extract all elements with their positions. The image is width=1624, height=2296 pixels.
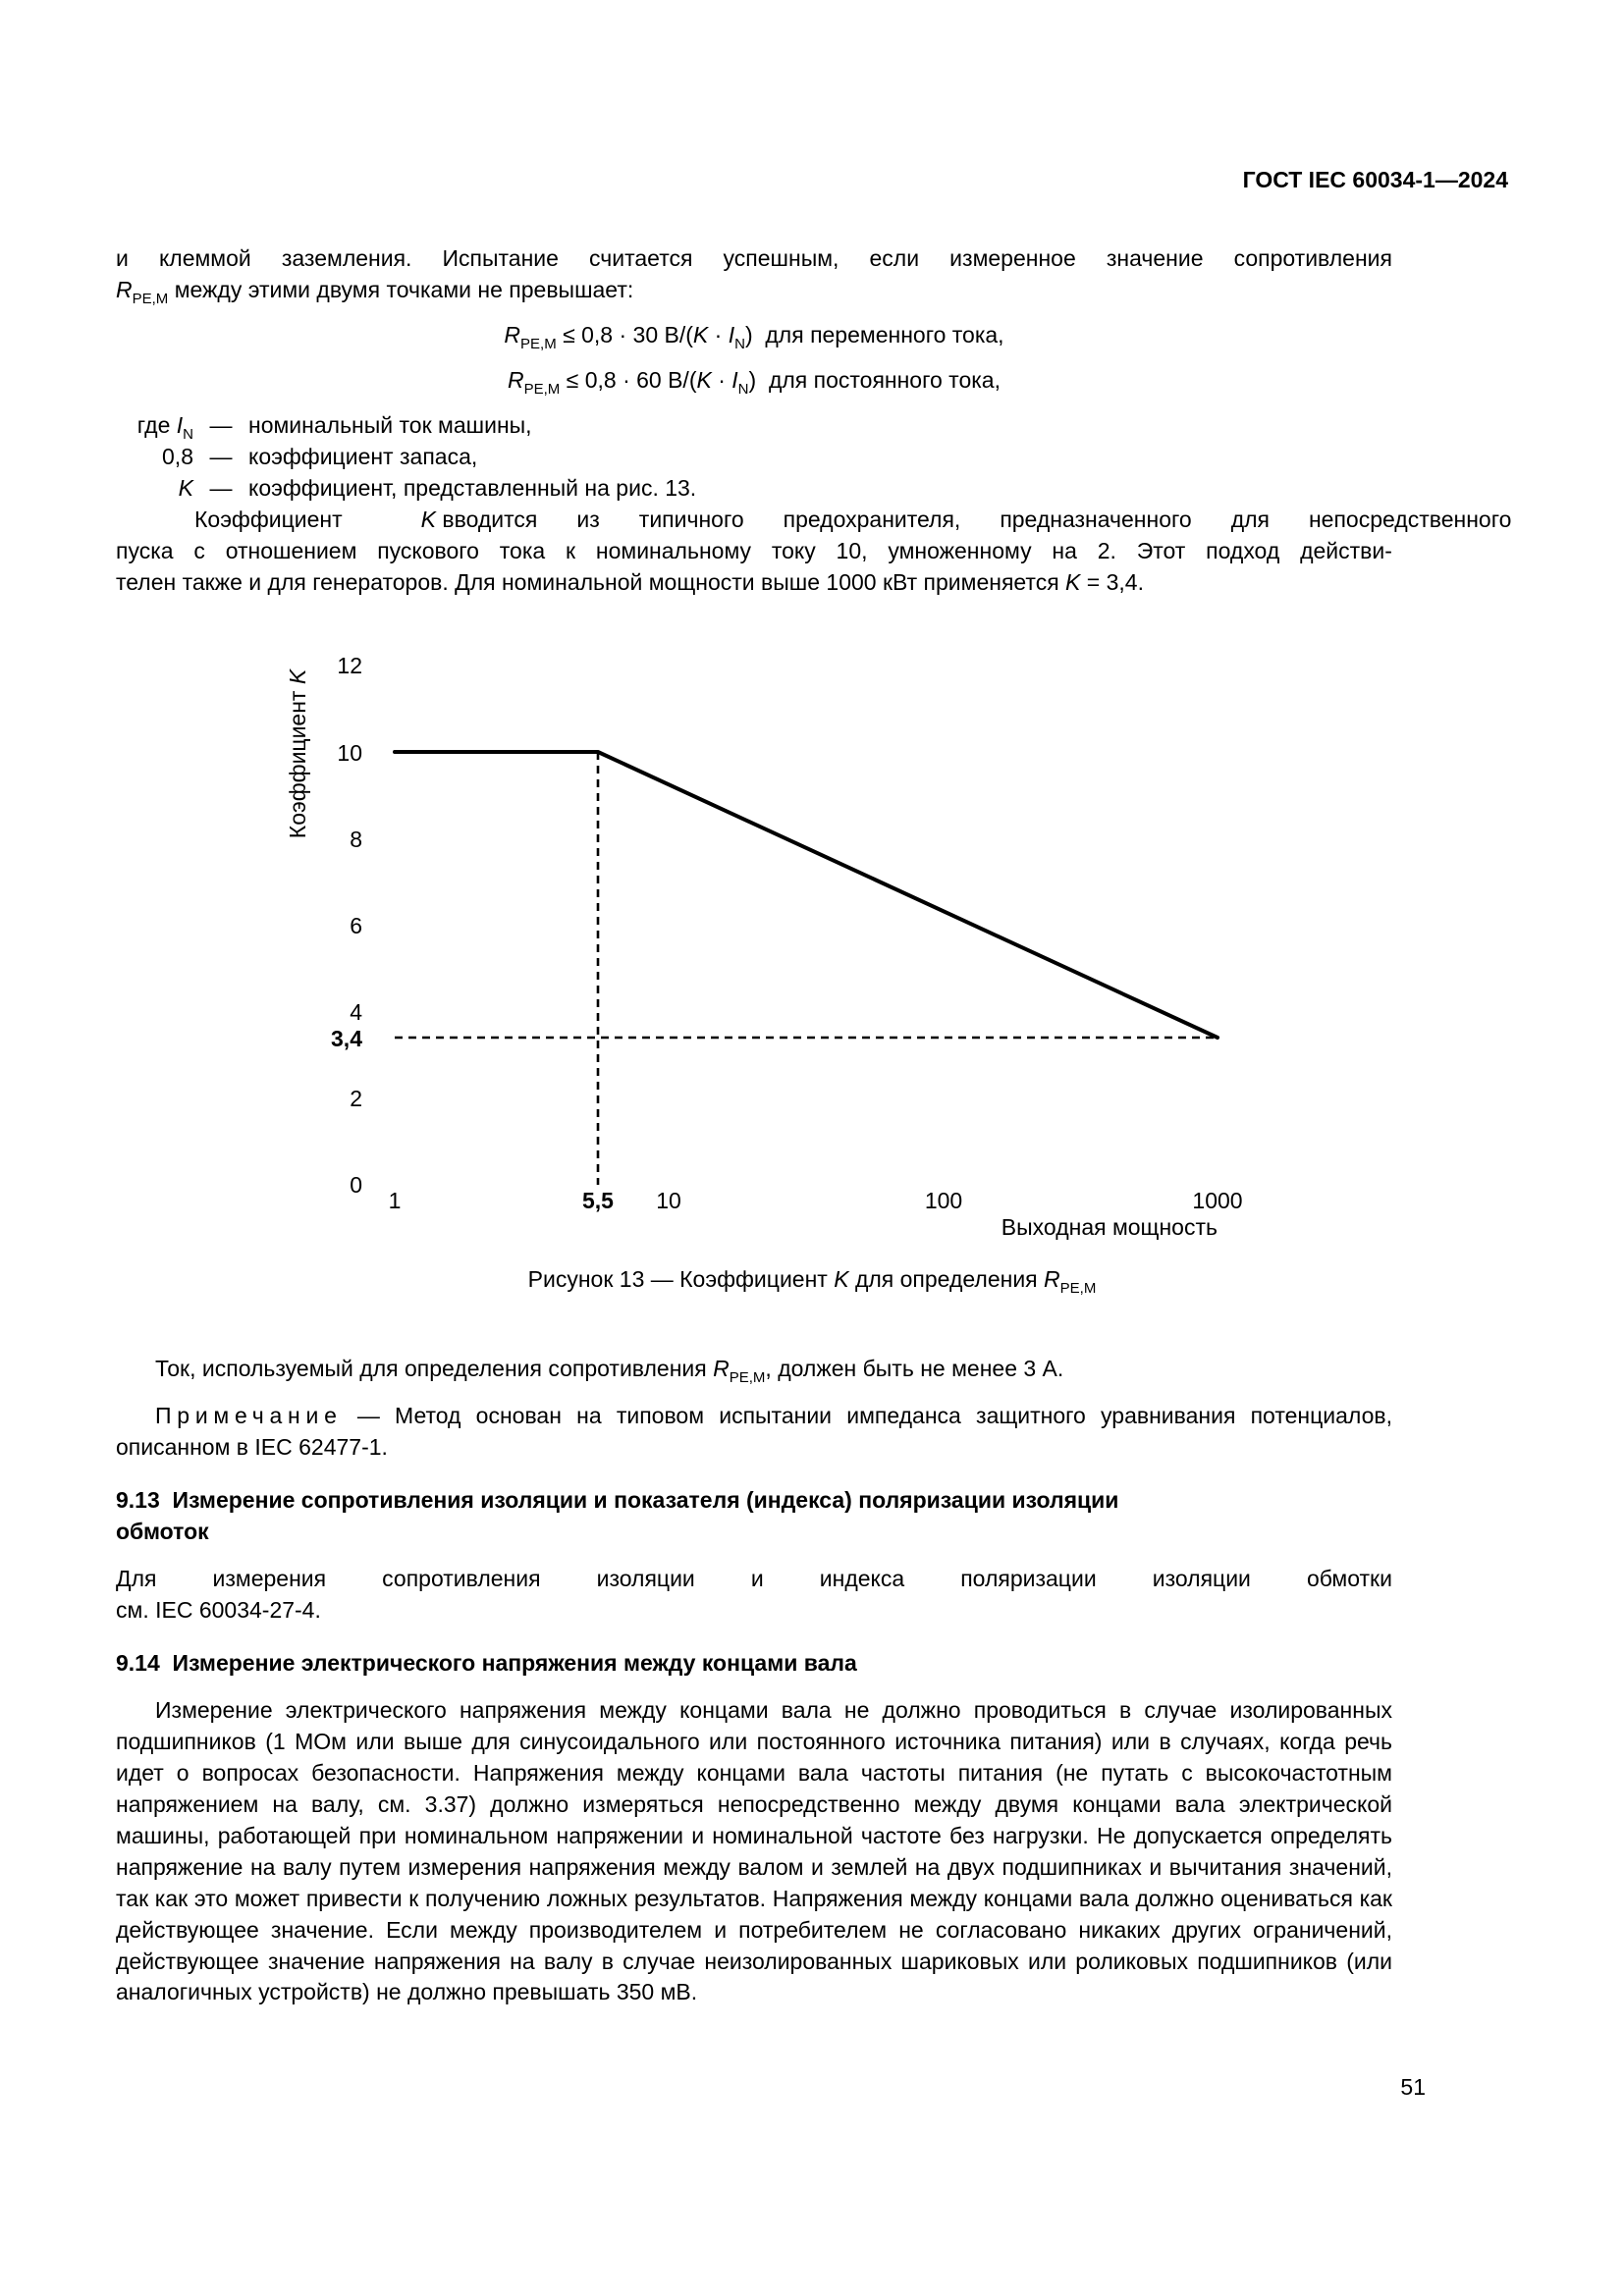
svg-text:5,5: 5,5 (582, 1188, 614, 1213)
svg-text:6: 6 (350, 913, 362, 938)
svg-text:10: 10 (656, 1188, 681, 1213)
svg-text:10: 10 (337, 740, 362, 766)
svg-text:4: 4 (350, 999, 362, 1025)
svg-text:1: 1 (389, 1188, 402, 1213)
svg-text:3,4: 3,4 (331, 1026, 362, 1051)
svg-text:2: 2 (350, 1086, 362, 1111)
svg-text:1000: 1000 (1192, 1188, 1242, 1213)
svg-text:0: 0 (350, 1172, 362, 1198)
svg-text:Выходная мощность: Выходная мощность (1001, 1214, 1218, 1240)
svg-text:100: 100 (925, 1188, 962, 1213)
svg-text:8: 8 (350, 827, 362, 852)
svg-text:12: 12 (337, 653, 362, 678)
svg-text:Коэффициент K: Коэффициент K (285, 667, 310, 838)
